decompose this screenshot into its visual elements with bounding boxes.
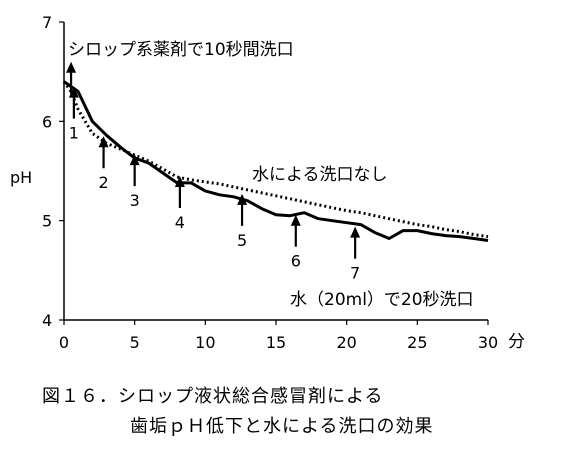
x-tick-label: 10: [195, 333, 215, 352]
x-tick-label: 25: [407, 333, 427, 352]
figure-caption-line2: 歯垢ｐＨ低下と水による洗口の効果: [130, 416, 434, 437]
x-tick-label: 15: [266, 333, 286, 352]
figure-caption-line1: 図１６．シロップ液状総合感冒剤による: [42, 386, 384, 407]
arrow-label: 5: [237, 231, 247, 250]
y-tick-label: 6: [42, 112, 52, 131]
arrow-head: [290, 214, 301, 226]
arrow-head: [66, 61, 77, 73]
x-axis-unit: 分: [508, 332, 525, 352]
plot-area: [62, 80, 489, 242]
y-tick-label: 7: [42, 13, 52, 32]
arrow-head: [174, 175, 185, 187]
x-tick-label: 20: [336, 333, 356, 352]
arrow-head: [237, 193, 248, 205]
y-tick-label: 4: [42, 311, 52, 330]
arrow-label: 1: [69, 124, 79, 143]
arrow-label: 7: [350, 264, 360, 283]
arrow-label: 6: [291, 252, 301, 271]
arrow-head: [350, 226, 361, 238]
arrow-markers: 1 2 3 4 5 6 7: [66, 61, 361, 283]
x-tick-label: 0: [59, 333, 69, 352]
y-axis-label: pH: [10, 168, 32, 187]
x-tick-label: 5: [130, 333, 140, 352]
arrow-label: 2: [98, 173, 108, 192]
chart: 4 5 6 7 0 5 10 15 20 25 30 1 2 3 4 5 6 7 pH 分 シロップ系薬剤で10…: [10, 13, 525, 352]
annotation-water-rinse: 水（20ml）で20秒洗口: [290, 290, 474, 310]
y-tick-label: 5: [42, 212, 52, 231]
arrow-head: [98, 136, 109, 148]
arrow-head: [129, 154, 140, 166]
annotation-no-rinse: 水による洗口なし: [252, 165, 388, 185]
series-line-syrup: [63, 80, 489, 242]
arrow-label: 4: [175, 213, 185, 232]
annotation-syrup: シロップ系薬剤で10秒間洗口: [68, 40, 294, 60]
x-tick-label: 30: [478, 333, 498, 352]
arrow-label: 3: [130, 191, 140, 210]
arrow-head: [68, 86, 79, 98]
